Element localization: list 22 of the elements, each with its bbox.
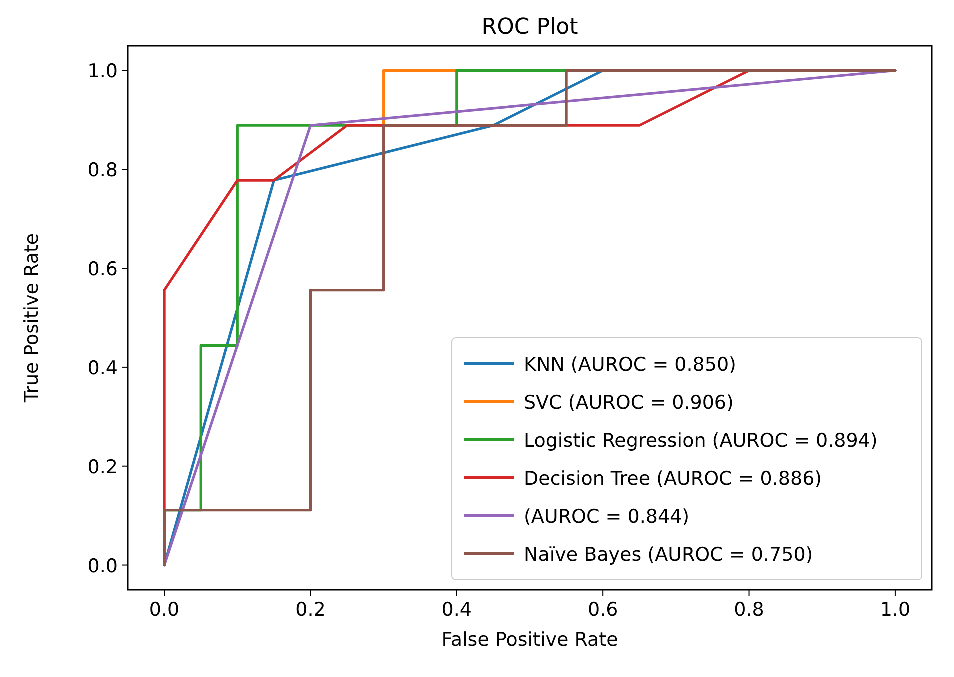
- x-tick-label: 0.6: [588, 599, 618, 621]
- x-tick-label: 0.2: [296, 599, 326, 621]
- x-tick-label: 0.4: [442, 599, 472, 621]
- legend-label: Decision Tree (AUROC = 0.886): [524, 468, 822, 490]
- line-series: [163, 69, 897, 567]
- x-tick-label: 0.8: [734, 599, 764, 621]
- legend-label: Naïve Bayes (AUROC = 0.750): [524, 544, 814, 566]
- y-tick-label: 0.0: [88, 555, 118, 578]
- legend-label: SVC (AUROC = 0.906): [524, 392, 734, 414]
- y-tick-label: 0.6: [88, 258, 118, 281]
- y-axis-title: True Positive Rate: [21, 233, 43, 404]
- x-tick-label: 0.0: [149, 599, 180, 621]
- x-axis-title: False Positive Rate: [442, 629, 618, 651]
- y-tick-label: 0.2: [88, 456, 118, 478]
- y-tick-label: 1.0: [88, 60, 118, 83]
- legend-label: Logistic Regression (AUROC = 0.894): [524, 430, 878, 452]
- legend-label: KNN (AUROC = 0.850): [524, 354, 736, 376]
- legend-label: (AUROC = 0.844): [524, 506, 690, 528]
- chart-title: ROC Plot: [482, 15, 579, 40]
- y-tick-label: 0.4: [88, 357, 118, 380]
- x-tick-label: 1.0: [880, 599, 911, 621]
- y-tick-label: 0.8: [88, 160, 118, 182]
